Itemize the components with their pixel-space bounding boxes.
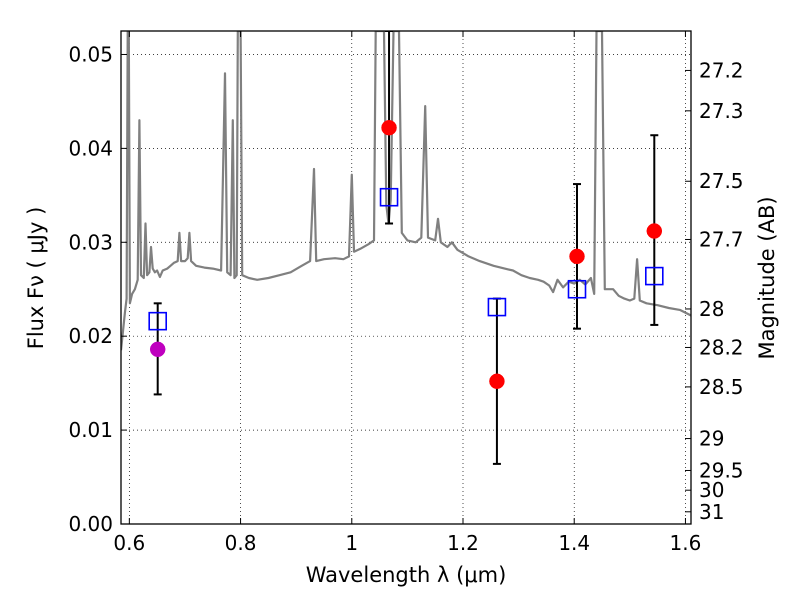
mag-tick-label: 29.5 — [699, 458, 744, 482]
plot-frame — [120, 30, 692, 525]
model-square-marker — [487, 297, 507, 317]
spectrum-line — [121, 31, 691, 351]
marker-layer — [148, 119, 664, 390]
mag-tick-label: 27.5 — [699, 169, 744, 193]
y-tick-label: 0.01 — [68, 418, 113, 442]
observed-point — [149, 341, 166, 358]
observed-point — [381, 119, 397, 136]
observed-point — [569, 248, 585, 265]
x-axis: 0.6 0.8 1 1.2 1.4 1.6 — [113, 31, 701, 555]
y-tick-label: 0.04 — [68, 136, 113, 160]
mag-tick-label: 27.2 — [699, 58, 744, 82]
mag-tick-label: 28.5 — [699, 375, 744, 399]
x-tick-label: 1.6 — [670, 531, 702, 555]
y-tick-label: 0.05 — [68, 42, 113, 66]
mag-tick-label: 28.2 — [699, 335, 744, 359]
model-square-marker — [379, 187, 399, 207]
observed-point — [489, 373, 505, 390]
grid-layer — [121, 31, 691, 524]
mag-tick-label: 29 — [699, 427, 724, 451]
model-square-marker — [644, 266, 664, 286]
y-axis-label: Flux Fν ( μJy ) — [24, 207, 48, 350]
mag-tick-label: 30 — [699, 478, 724, 502]
x-tick-label: 1.2 — [447, 531, 479, 555]
mag-tick-label: 31 — [699, 500, 724, 524]
x-axis-label: Wavelength λ (μm) — [306, 563, 507, 587]
model-square-marker — [567, 279, 587, 299]
y-axis-left: 0.00 0.01 0.02 0.03 0.04 0.05 — [68, 42, 127, 536]
y2-axis-label: Magnitude (AB) — [755, 196, 779, 359]
errorbar-layer — [153, 31, 659, 465]
mag-tick-label: 27.3 — [699, 99, 744, 123]
x-tick-label: 1 — [345, 531, 358, 555]
y-tick-label: 0.02 — [68, 324, 113, 348]
spectrum-layer — [121, 31, 691, 351]
observed-point — [646, 223, 663, 239]
y-tick-label: 0.00 — [68, 512, 113, 536]
mag-tick-label: 27.7 — [699, 227, 744, 251]
x-tick-label: 1.4 — [558, 531, 590, 555]
model-square-marker — [148, 311, 168, 331]
y-tick-label: 0.03 — [68, 230, 113, 254]
mag-tick-label: 28 — [699, 297, 724, 321]
x-tick-label: 0.6 — [113, 531, 145, 555]
x-tick-label: 0.8 — [225, 531, 257, 555]
